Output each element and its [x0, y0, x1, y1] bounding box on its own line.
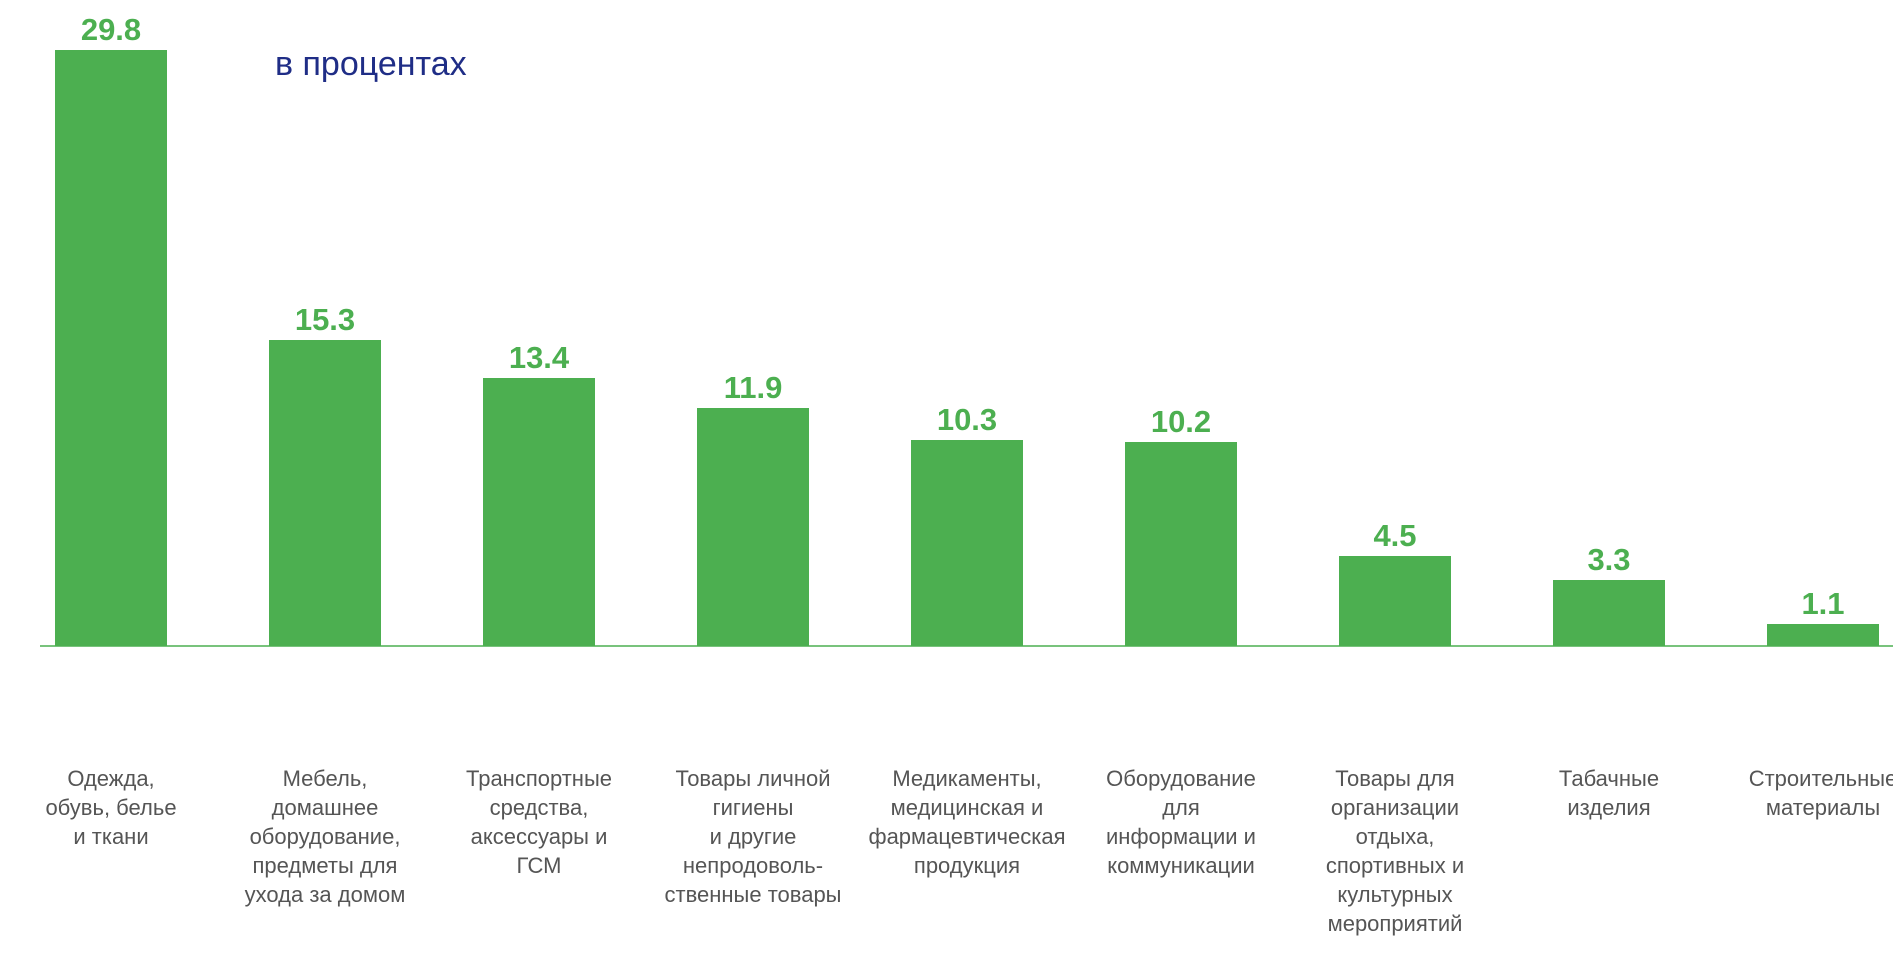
category-label: Товары личной гигиены и другие непродово… — [646, 764, 860, 909]
bar — [1125, 442, 1237, 646]
category-label: Мебель, домашнее оборудование, предметы … — [218, 764, 432, 909]
value-label: 4.5 — [1373, 518, 1416, 553]
bar — [1767, 624, 1879, 646]
value-label: 13.4 — [509, 340, 570, 375]
bar — [697, 408, 809, 646]
value-label: 10.2 — [1151, 404, 1211, 439]
value-label: 3.3 — [1587, 542, 1630, 577]
value-label: 10.3 — [937, 402, 997, 437]
category-label: Строительные материалы — [1716, 764, 1893, 822]
category-label: Транспортные средства, аксессуары и ГСМ — [432, 764, 646, 880]
value-label: 15.3 — [295, 302, 355, 337]
chart: 29.8 15.3 13.4 11.9 10.3 10.2 4.5 3.3 1.1 в проц… — [0, 0, 1893, 955]
subtitle: в процентах — [275, 45, 467, 84]
bar — [269, 340, 381, 646]
bar — [1339, 556, 1451, 646]
value-label: 29.8 — [81, 12, 141, 47]
category-label: Медикаменты, медицинская и фармацевтичес… — [860, 764, 1074, 880]
bar — [911, 440, 1023, 646]
category-label: Оборудование для информации и коммуникац… — [1074, 764, 1288, 880]
value-label: 11.9 — [724, 370, 783, 405]
bar — [55, 50, 167, 646]
bar — [1553, 580, 1665, 646]
category-label: Одежда, обувь, белье и ткани — [4, 764, 218, 851]
category-label: Товары для организации отдыха, спортивны… — [1288, 764, 1502, 938]
bar — [483, 378, 595, 646]
value-label: 1.1 — [1801, 586, 1844, 621]
category-label: Табачные изделия — [1502, 764, 1716, 822]
